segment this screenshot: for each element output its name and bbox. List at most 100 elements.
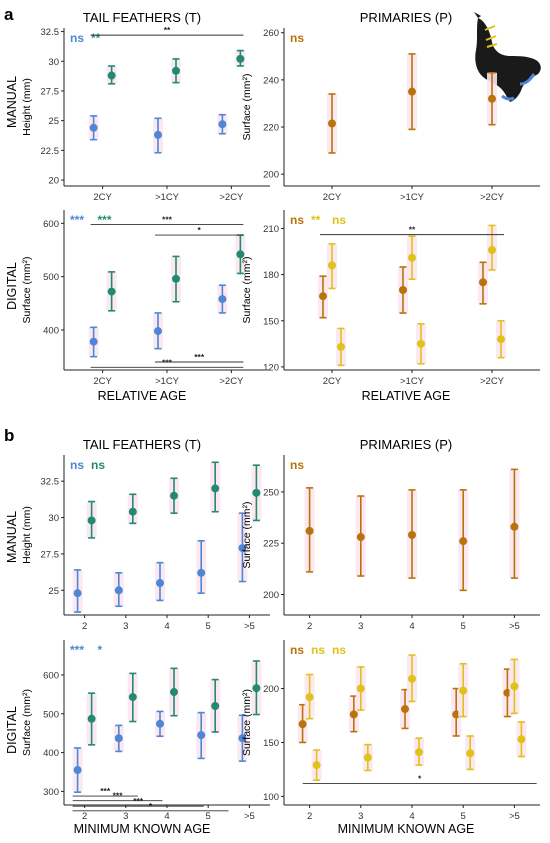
data-point	[252, 488, 261, 497]
chart-b-manual-primaries: 200 225 250 2 3 4 5 >5 Surface (mm²) ns	[241, 455, 540, 632]
data-point	[363, 753, 372, 762]
data-point	[218, 295, 227, 304]
y-axis-label: Surface (mm²)	[241, 256, 253, 323]
y-tick-label: 500	[43, 709, 59, 720]
y-tick-label: 300	[43, 787, 59, 798]
significance-label: ns	[332, 643, 346, 657]
data-point	[89, 337, 98, 346]
data-point	[408, 531, 416, 539]
significance-label: ns	[70, 31, 84, 45]
data-point	[238, 734, 247, 743]
y-tick-label: 27.5	[41, 86, 60, 97]
y-tick-label: 30	[48, 513, 59, 524]
chart-a-manual-primaries: 200 220 240 260 2CY >1CY >2CY Surface (mm²) ns	[241, 28, 540, 203]
bracket-label: ***	[100, 786, 111, 796]
significance-label: ns	[91, 458, 105, 472]
significance-label: ***	[98, 213, 112, 227]
x-tick-label: 2	[307, 621, 312, 632]
y-tick-label: 32.5	[41, 477, 60, 488]
data-point	[128, 507, 137, 516]
x-tick-label: >1CY	[155, 376, 180, 387]
significance-label: ns	[290, 458, 304, 472]
data-point	[459, 537, 468, 546]
x-tick-label: 5	[461, 621, 466, 632]
significance-label: *	[98, 643, 103, 657]
data-point	[87, 714, 96, 723]
x-tick-label: 2	[82, 621, 87, 632]
significance-label: ns	[70, 458, 84, 472]
data-point	[415, 748, 423, 757]
y-axis-label: Surface (mm²)	[21, 689, 33, 756]
data-point	[156, 579, 164, 587]
y-tick-label: 30	[48, 57, 59, 68]
chart-a-manual-tail: 20 22.5 25 27.5 30 32.5 2CY >1CY >2CY Height (mm)…	[21, 25, 270, 203]
significance-label: **	[91, 31, 101, 45]
y-tick-label: 600	[43, 670, 59, 681]
panel-b-row-label-manual: MANUAL	[5, 511, 19, 563]
y-tick-label: 200	[263, 590, 279, 601]
data-point	[114, 586, 123, 595]
panel-a-col-title-primaries: PRIMARIES (P)	[360, 10, 452, 25]
x-tick-label: >2CY	[480, 376, 505, 387]
significance-label: **	[311, 213, 321, 227]
data-point	[89, 123, 98, 132]
data-point	[497, 335, 505, 344]
significance-label: ***	[70, 213, 84, 227]
data-point	[154, 327, 162, 336]
data-point	[197, 731, 206, 740]
data-point	[399, 286, 407, 294]
data-point	[107, 71, 116, 80]
data-point	[211, 702, 220, 710]
panel-a-row-label-manual: MANUAL	[5, 76, 19, 128]
bracket-label: ***	[162, 214, 173, 224]
x-tick-label: 2CY	[323, 192, 342, 203]
data-point	[517, 735, 526, 744]
data-point	[459, 686, 468, 695]
data-point	[510, 522, 519, 531]
data-point	[128, 693, 137, 702]
panel-a-xlabel-tail: RELATIVE AGE	[98, 389, 187, 403]
y-tick-label: 250	[263, 487, 279, 498]
data-point	[73, 766, 82, 775]
data-point	[298, 720, 307, 729]
bracket-label: ***	[194, 352, 205, 362]
x-tick-label: >2CY	[219, 192, 244, 203]
data-point	[466, 749, 475, 758]
x-tick-label: >5	[244, 811, 255, 822]
x-tick-label: >1CY	[155, 192, 180, 203]
data-point	[172, 66, 180, 75]
x-tick-label: 5	[206, 811, 211, 822]
panel-b-label: b	[4, 426, 14, 445]
y-tick-label: 180	[263, 270, 279, 281]
panel-a-label: a	[4, 5, 14, 24]
bracket-label: ***	[113, 791, 124, 801]
x-tick-label: 5	[461, 811, 466, 822]
x-tick-label: >2CY	[480, 192, 505, 203]
data-point	[170, 491, 178, 500]
data-point	[417, 339, 425, 348]
y-tick-label: 27.5	[41, 549, 60, 560]
significance-label: ns	[332, 213, 346, 227]
x-tick-label: >1CY	[400, 376, 425, 387]
data-point	[408, 87, 416, 96]
y-tick-label: 400	[43, 326, 59, 337]
y-axis-label: Height (mm)	[21, 506, 33, 564]
chart-a-digital-primaries: 120 150 180 210 2CY >1CY >2CY Surface (mm²) ns **…	[241, 210, 540, 387]
panel-b-col-title-primaries: PRIMARIES (P)	[360, 437, 452, 452]
data-point	[401, 705, 409, 714]
x-tick-label: 4	[164, 811, 169, 822]
data-point	[154, 130, 162, 139]
x-tick-label: 4	[409, 811, 414, 822]
data-point	[252, 684, 261, 693]
y-axis-label: Surface (mm²)	[241, 501, 253, 568]
y-tick-label: 240	[263, 75, 279, 86]
data-point	[87, 516, 96, 525]
bracket-label: **	[164, 25, 171, 35]
y-tick-label: 22.5	[41, 146, 60, 157]
x-tick-label: >2CY	[219, 376, 244, 387]
data-point	[319, 292, 327, 301]
panel-b-col-title-tail: TAIL FEATHERS (T)	[83, 437, 201, 452]
y-tick-label: 260	[263, 28, 279, 39]
